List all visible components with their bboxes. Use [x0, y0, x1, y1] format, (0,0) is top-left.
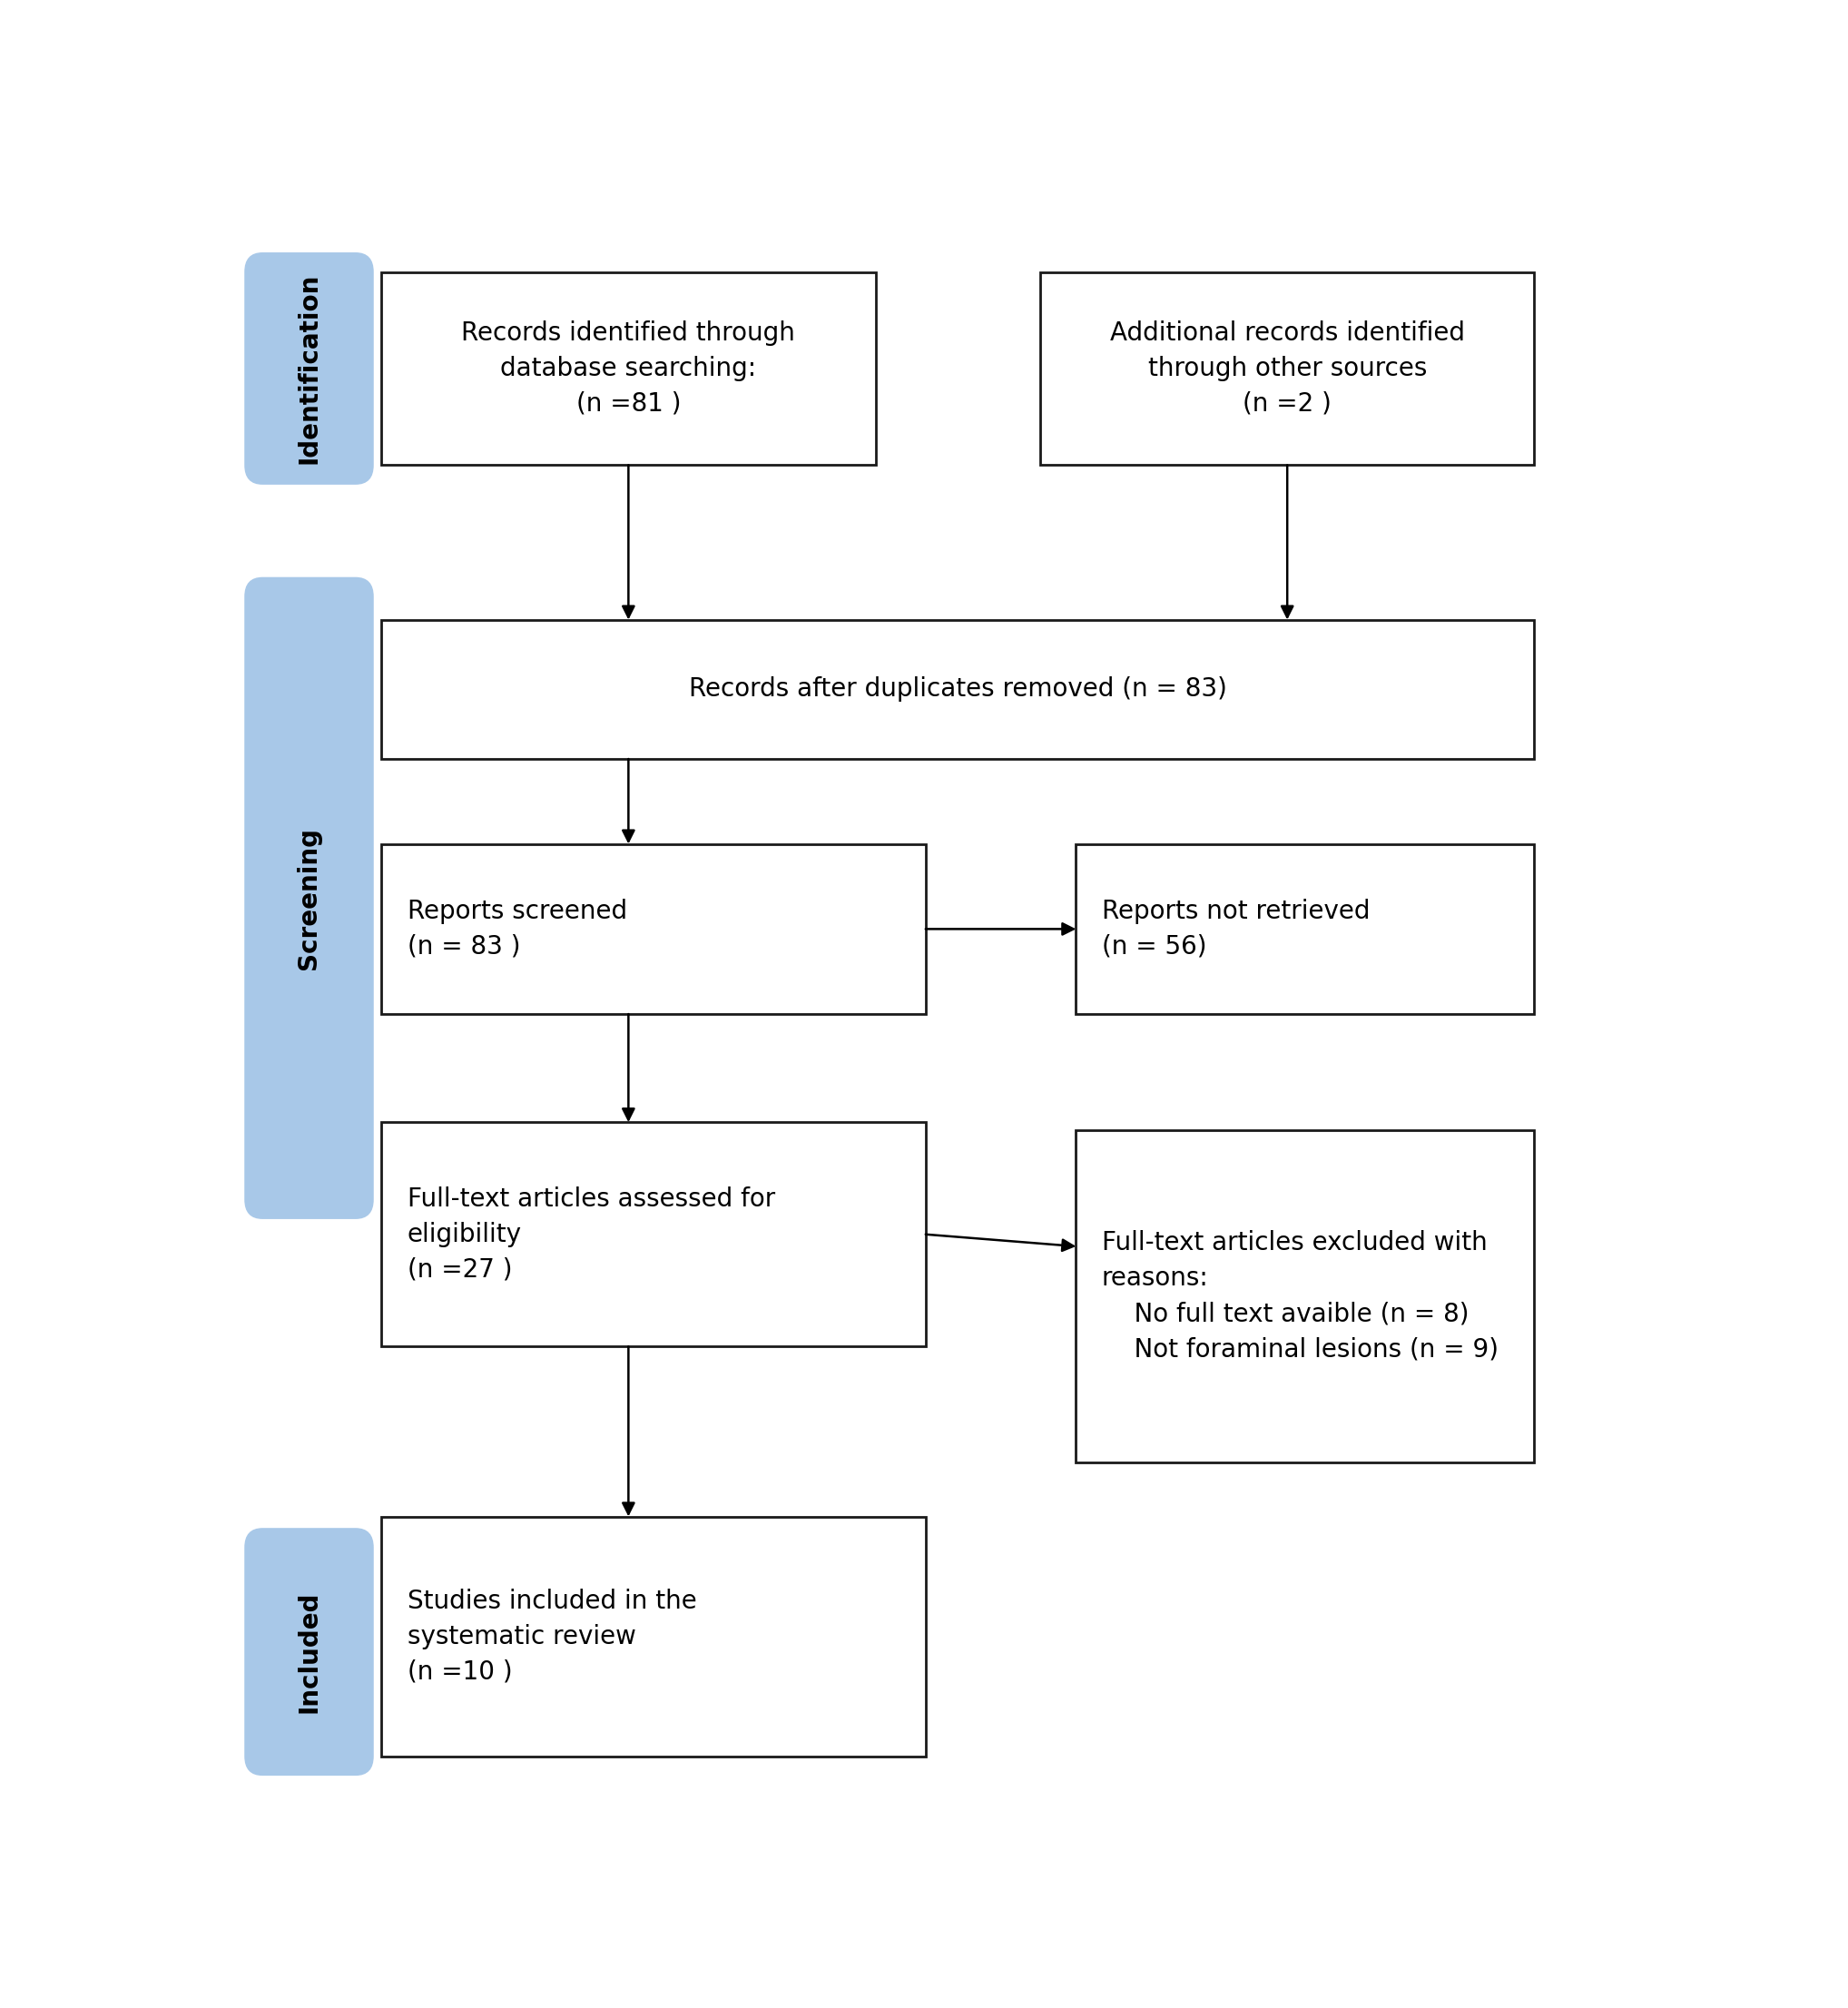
- Text: Records after duplicates removed (n = 83): Records after duplicates removed (n = 83…: [689, 677, 1227, 703]
- FancyBboxPatch shape: [246, 1528, 373, 1775]
- Text: Studies included in the
systematic review
(n =10 ): Studies included in the systematic revie…: [407, 1588, 697, 1685]
- FancyBboxPatch shape: [381, 620, 1534, 759]
- FancyBboxPatch shape: [1076, 1131, 1534, 1462]
- FancyBboxPatch shape: [1076, 843, 1534, 1014]
- Text: Reports not retrieved
(n = 56): Reports not retrieved (n = 56): [1101, 900, 1369, 960]
- FancyBboxPatch shape: [246, 578, 373, 1219]
- FancyBboxPatch shape: [381, 271, 876, 466]
- Text: Identification: Identification: [296, 273, 322, 464]
- Text: Full-text articles excluded with
reasons:
    No full text avaible (n = 8)
    N: Full-text articles excluded with reasons…: [1101, 1231, 1499, 1361]
- FancyBboxPatch shape: [381, 843, 926, 1014]
- Text: Included: Included: [296, 1590, 322, 1713]
- FancyBboxPatch shape: [381, 1122, 926, 1347]
- FancyBboxPatch shape: [1040, 271, 1534, 466]
- FancyBboxPatch shape: [246, 253, 373, 484]
- Text: Additional records identified
through other sources
(n =2 ): Additional records identified through ot…: [1111, 321, 1465, 416]
- Text: Reports screened
(n = 83 ): Reports screened (n = 83 ): [407, 900, 626, 960]
- Text: Records identified through
database searching:
(n =81 ): Records identified through database sear…: [462, 321, 795, 416]
- Text: Full-text articles assessed for
eligibility
(n =27 ): Full-text articles assessed for eligibil…: [407, 1187, 774, 1283]
- Text: Screening: Screening: [296, 827, 322, 970]
- FancyBboxPatch shape: [381, 1516, 926, 1757]
